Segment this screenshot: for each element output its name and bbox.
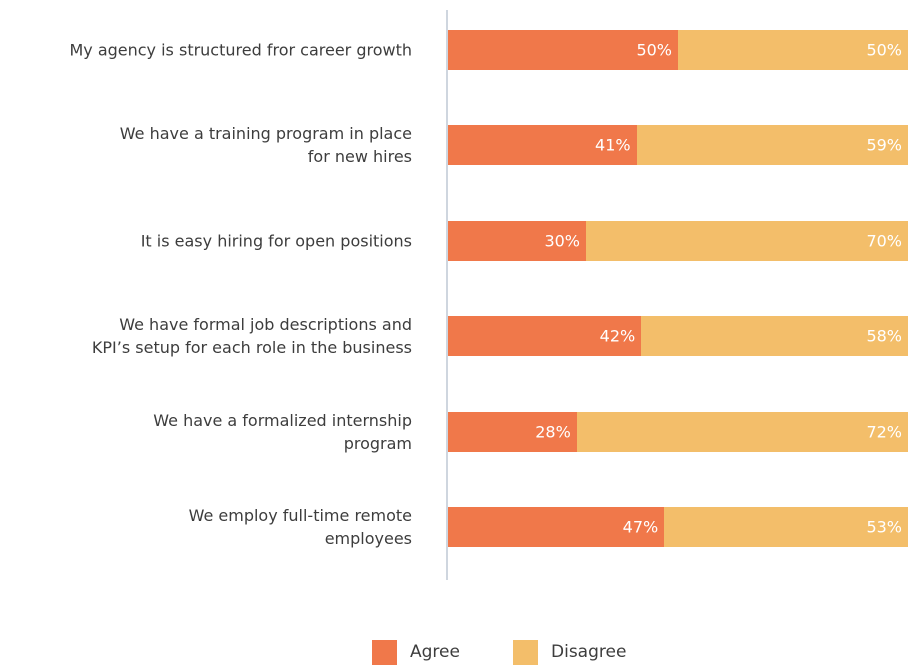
category-label: We have a training program in place for …: [119, 124, 412, 167]
legend-swatch: [372, 640, 397, 665]
bar-segment: [448, 316, 642, 357]
bar-segment: [448, 507, 665, 547]
category-label: We have formal job descriptions and KPI’…: [91, 315, 412, 358]
value-label: 53%: [866, 517, 902, 537]
bar-segment: [448, 220, 586, 261]
bar-segment: [448, 30, 678, 70]
bar-segment: [664, 507, 908, 547]
bar-segment: [641, 316, 908, 357]
value-label: 72%: [866, 422, 902, 442]
bar-segment: [576, 411, 908, 452]
value-label: 50%: [866, 40, 902, 60]
value-label: 59%: [866, 135, 902, 155]
bar-segment: [448, 411, 577, 452]
value-label: 41%: [595, 135, 631, 155]
value-label: 28%: [535, 422, 571, 442]
value-label: 58%: [866, 326, 902, 346]
legend-label: Disagree: [551, 642, 627, 662]
value-label: 47%: [622, 517, 659, 537]
value-label: 42%: [599, 326, 636, 346]
category-label: We have a formalized internship program: [153, 410, 412, 453]
value-label: 70%: [866, 231, 902, 251]
bar-segment: [448, 125, 637, 166]
legend-swatch: [513, 640, 538, 665]
bar-segment: [586, 220, 908, 261]
value-label: 50%: [636, 40, 672, 60]
bar-segment: [636, 125, 908, 166]
category-label: My agency is structured fror career grow…: [69, 40, 412, 60]
bar-segment: [678, 30, 908, 70]
category-label: We employ full-time remote employees: [188, 506, 412, 548]
value-label: 30%: [544, 231, 580, 251]
axis-line: [446, 10, 448, 580]
legend-label: Agree: [410, 642, 460, 662]
category-label: It is easy hiring for open positions: [140, 231, 412, 251]
